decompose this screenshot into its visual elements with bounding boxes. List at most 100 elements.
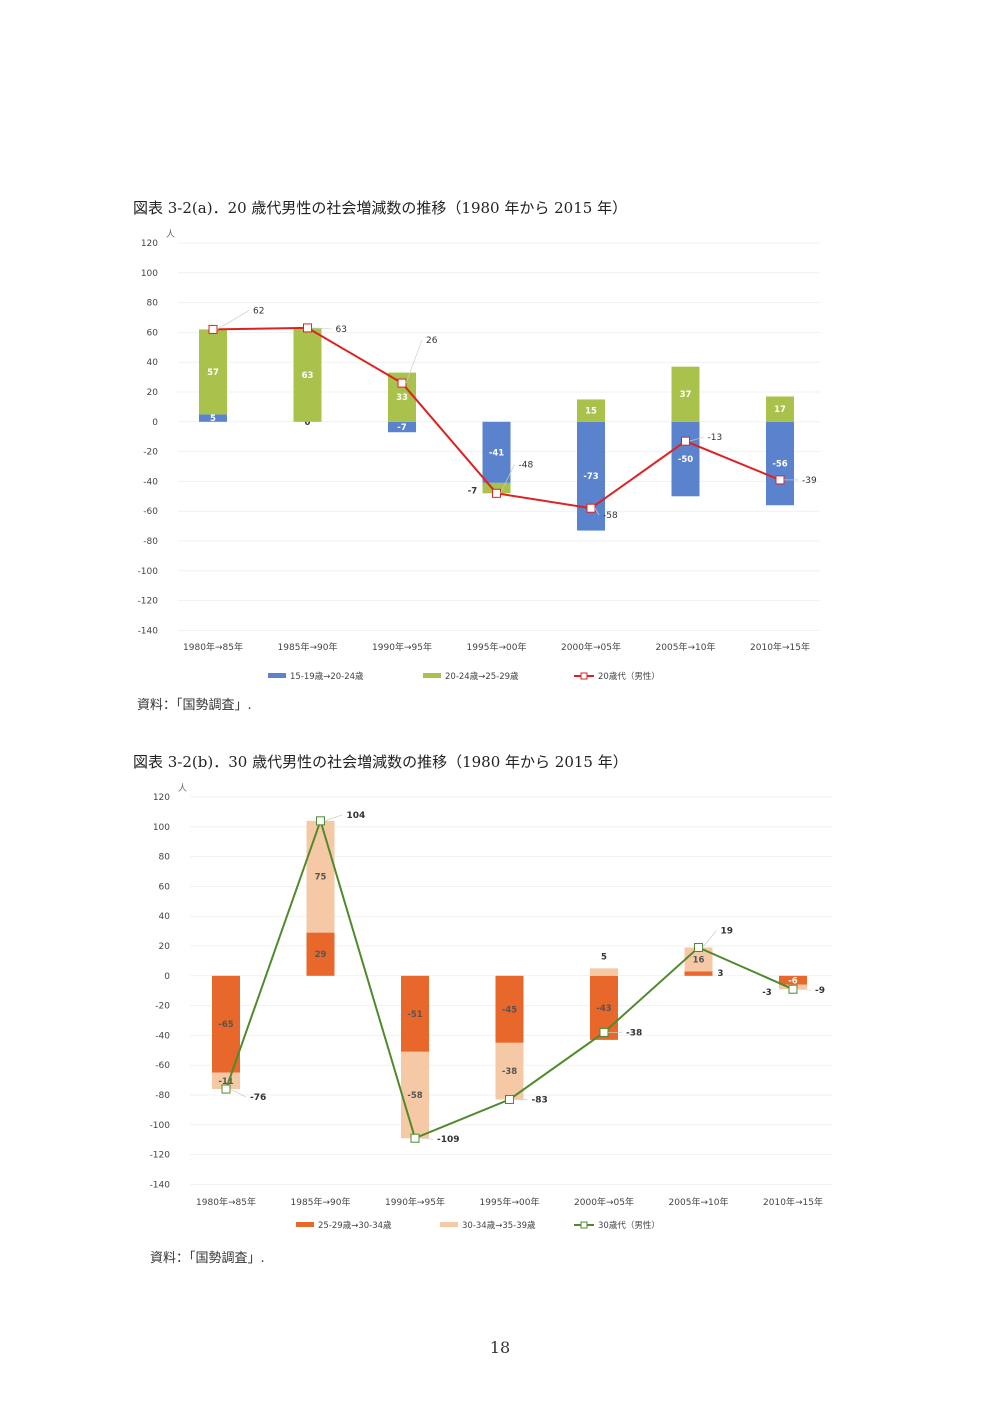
b-bar-label-2: -38 xyxy=(502,1067,517,1077)
page-number: 18 xyxy=(489,1338,511,1357)
a-bar-label-1: -7 xyxy=(397,423,407,433)
b-bar-label-2: 5 xyxy=(601,952,607,962)
a-bar-1 xyxy=(199,414,227,422)
b-category-label: 2000年→05年 xyxy=(574,1196,634,1208)
b-line-label: 19 xyxy=(721,926,734,936)
a-category-label: 2010年→15年 xyxy=(750,641,810,653)
a-leader-line xyxy=(594,508,600,516)
b-legend-swatch xyxy=(296,1222,314,1227)
a-legend-marker xyxy=(580,672,588,680)
b-legend-label: 25-29歳→30-34歳 xyxy=(318,1220,392,1231)
a-leader-line xyxy=(689,436,704,442)
chart-a: 120 100 80 60 40 20 0 -20 -40 -60 -80 -100 -120 -140 人… xyxy=(0,225,1000,699)
b-line-marker xyxy=(221,1084,231,1094)
chart-a-source: 資料：「国勢調査」. xyxy=(137,698,252,713)
b-bar-label-1: -6 xyxy=(788,976,798,986)
b-y-unit: 人 xyxy=(178,783,187,794)
a-bar-2 xyxy=(671,366,700,422)
a-leader-line xyxy=(500,464,515,494)
a-ytick-label: -100 xyxy=(138,567,159,577)
b-line-marker xyxy=(788,984,798,994)
a-line-marker xyxy=(492,488,501,498)
a-line-label: -58 xyxy=(603,511,618,521)
b-line-label: 104 xyxy=(347,811,366,821)
a-bar-1 xyxy=(482,421,511,483)
chart-a-title: 図表 3-2(a)．20 歳代男性の社会増減数の推移（1980 年から 2015… xyxy=(133,199,628,217)
b-bar-label-2: 75 xyxy=(315,873,327,883)
b-line-label: -76 xyxy=(250,1093,266,1103)
b-ytick-label: 40 xyxy=(159,912,171,922)
a-category-label: 1980年→85年 xyxy=(183,641,243,653)
b-line-marker xyxy=(599,1027,609,1037)
a-ytick-label: 60 xyxy=(147,328,159,338)
b-bar-2 xyxy=(401,1051,429,1139)
b-line-marker xyxy=(505,1094,514,1104)
b-category-label: 1980年→85年 xyxy=(196,1196,256,1208)
a-bar-label-1: -50 xyxy=(678,455,693,465)
b-line-label: -38 xyxy=(626,1028,642,1038)
b-bar-2 xyxy=(590,968,618,976)
a-line-label: -48 xyxy=(519,460,534,470)
b-ytick-label: -140 xyxy=(150,1180,171,1190)
b-bar-1 xyxy=(306,932,335,976)
a-bar-label-2: 17 xyxy=(774,405,786,415)
b-bar-label-2: -11 xyxy=(218,1077,233,1087)
b-leader-line xyxy=(418,1137,434,1140)
a-ytick-label: 120 xyxy=(141,239,158,249)
a-bar-2 xyxy=(577,399,605,422)
b-bar-1 xyxy=(212,975,240,1073)
b-bar-label-2: 16 xyxy=(693,955,705,965)
b-category-label: 1990年→95年 xyxy=(385,1196,445,1208)
b-bar-1 xyxy=(779,975,807,985)
b-bar-2 xyxy=(212,1072,240,1090)
a-legend-label: 20歳代（男性） xyxy=(598,671,660,682)
a-line-marker xyxy=(681,436,690,446)
a-leader-line xyxy=(216,310,250,330)
a-bar-label-2: 63 xyxy=(302,371,314,381)
a-leader-line xyxy=(311,327,332,330)
a-legend-swatch xyxy=(423,673,441,678)
a-line-marker xyxy=(586,503,596,513)
chart-b-source: 資料：「国勢調査」. xyxy=(150,1251,265,1266)
a-line-marker xyxy=(303,323,312,333)
a-category-label: 2000年→05年 xyxy=(561,641,621,653)
b-bar-2 xyxy=(306,820,335,933)
b-legend-label: 30-34歳→35-39歳 xyxy=(462,1220,536,1231)
b-bar-label-1: -43 xyxy=(596,1004,611,1014)
b-bar-2 xyxy=(495,1042,524,1100)
a-ytick-label: -120 xyxy=(138,597,159,607)
b-ytick-label: 120 xyxy=(153,793,170,803)
a-category-label: 1985年→90年 xyxy=(278,641,338,653)
chart-a-svg: 120 100 80 60 40 20 0 -20 -40 -60 -80 -100 -120 -140 人… xyxy=(138,229,820,682)
b-leader-line xyxy=(702,930,717,948)
b-bar-label-1: -51 xyxy=(407,1010,422,1020)
b-category-label: 1985年→90年 xyxy=(291,1196,351,1208)
a-bar-label-1: -56 xyxy=(772,460,787,470)
b-line-marker xyxy=(410,1133,420,1143)
a-ytick-label: -60 xyxy=(143,507,158,517)
b-legend-label: 30歳代（男性） xyxy=(598,1220,660,1231)
a-bar-label-1: 0 xyxy=(305,418,311,428)
b-line-marker xyxy=(316,816,325,826)
a-category-label: 2005年→10年 xyxy=(656,641,716,653)
a-bar-2 xyxy=(482,482,511,494)
b-bar-label-1: -45 xyxy=(502,1005,517,1015)
a-line-label: 63 xyxy=(336,325,347,335)
b-bar-label-2: -58 xyxy=(407,1091,422,1101)
b-ytick-label: 20 xyxy=(159,942,171,952)
a-ytick-label: -20 xyxy=(143,448,158,458)
b-line-label: -109 xyxy=(437,1135,460,1145)
a-category-label: 1990年→95年 xyxy=(372,641,432,653)
a-bar-1 xyxy=(671,421,700,497)
b-leader-line xyxy=(324,814,343,822)
b-ytick-label: 0 xyxy=(164,972,170,982)
a-bar-label-2: 15 xyxy=(585,407,597,417)
b-bar-1 xyxy=(684,971,713,976)
b-leader-line xyxy=(796,988,812,991)
a-y-unit: 人 xyxy=(166,229,175,240)
b-bar-1 xyxy=(401,975,429,1052)
a-ytick-label: 0 xyxy=(152,418,158,428)
b-bar-1 xyxy=(495,975,524,1043)
a-line-label: -13 xyxy=(708,433,723,443)
b-ytick-label: -100 xyxy=(150,1121,171,1131)
